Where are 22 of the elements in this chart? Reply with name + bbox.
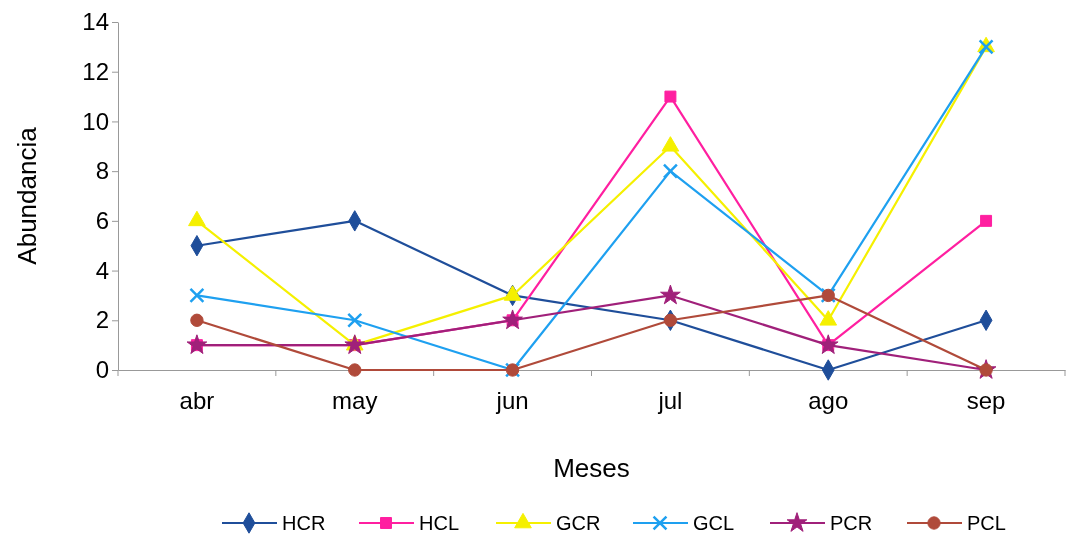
legend-label: HCL: [419, 512, 460, 534]
y-tick-label: 14: [82, 8, 109, 36]
legend-label: HCR: [282, 512, 326, 534]
x-tick-label: jun: [495, 387, 529, 415]
x-axis-title: Meses: [553, 453, 630, 483]
legend-label: PCL: [967, 512, 1006, 534]
y-tick-label: 0: [95, 356, 109, 384]
y-tick-label: 2: [95, 306, 109, 334]
x-tick-label: sep: [966, 387, 1006, 415]
y-tick-label: 8: [95, 157, 109, 185]
legend-label: GCR: [556, 512, 601, 534]
x-tick-label: ago: [808, 387, 849, 415]
y-tick-label: 6: [95, 207, 109, 235]
y-tick-label: 10: [82, 107, 109, 135]
y-tick-label: 4: [95, 256, 109, 284]
x-tick-label: jul: [657, 387, 683, 415]
x-tick-label: abr: [179, 387, 215, 415]
legend-label: GCL: [693, 512, 735, 534]
y-tick-label: 12: [82, 57, 109, 85]
y-axis-title: Abundancia: [12, 126, 42, 265]
legend-label: PCR: [830, 512, 873, 534]
x-tick-label: may: [332, 387, 378, 415]
